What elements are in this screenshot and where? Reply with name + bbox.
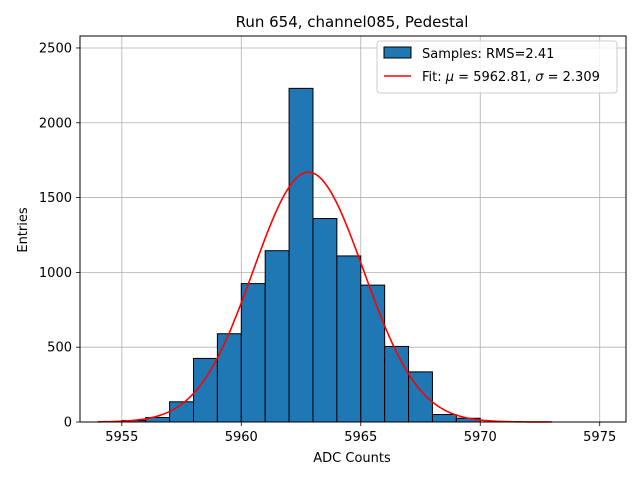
histogram-bar	[264, 250, 290, 423]
x-tick-label: 5965	[344, 430, 377, 445]
x-axis-title: ADC Counts	[313, 451, 391, 466]
legend-label-samples: Samples: RMS=2.41	[422, 47, 554, 62]
legend: Samples: RMS=2.41 Fit: μ = 5962.81, σ = …	[376, 40, 618, 94]
histogram-bars	[121, 87, 481, 423]
histogram-bar	[384, 345, 410, 423]
x-tick-label: 5970	[464, 430, 497, 445]
legend-box	[376, 40, 618, 94]
legend-label-fit: Fit: μ = 5962.81, σ = 2.309	[422, 70, 600, 85]
x-tick-label: 5960	[225, 430, 258, 445]
histogram-bar	[360, 284, 386, 423]
y-tick-label: 1500	[39, 191, 72, 206]
plot-frame	[79, 35, 627, 423]
axis-ticks: 5955 5960 5965 5970 5975 0 500 1000 1500 2000 2500	[39, 41, 616, 445]
histogram-bar	[336, 255, 362, 423]
histogram-bar	[312, 218, 338, 423]
y-tick-label: 2500	[39, 41, 72, 56]
x-tick-label: 5975	[583, 430, 616, 445]
histogram-bar	[216, 333, 242, 423]
y-tick-label: 0	[64, 416, 72, 431]
x-tick-label: 5955	[105, 430, 138, 445]
fit-curve	[97, 171, 552, 423]
fit-curve-layer	[97, 171, 552, 423]
y-tick-label: 500	[47, 341, 72, 356]
y-tick-label: 1000	[39, 266, 72, 281]
histogram-bar	[431, 414, 457, 423]
histogram-bar	[288, 87, 314, 423]
y-tick-label: 2000	[39, 116, 72, 131]
y-axis-title: Entries	[16, 207, 31, 253]
chart-title: Run 654, channel085, Pedestal	[236, 13, 469, 31]
histogram-bar	[240, 283, 266, 423]
legend-swatch-samples	[383, 46, 412, 59]
